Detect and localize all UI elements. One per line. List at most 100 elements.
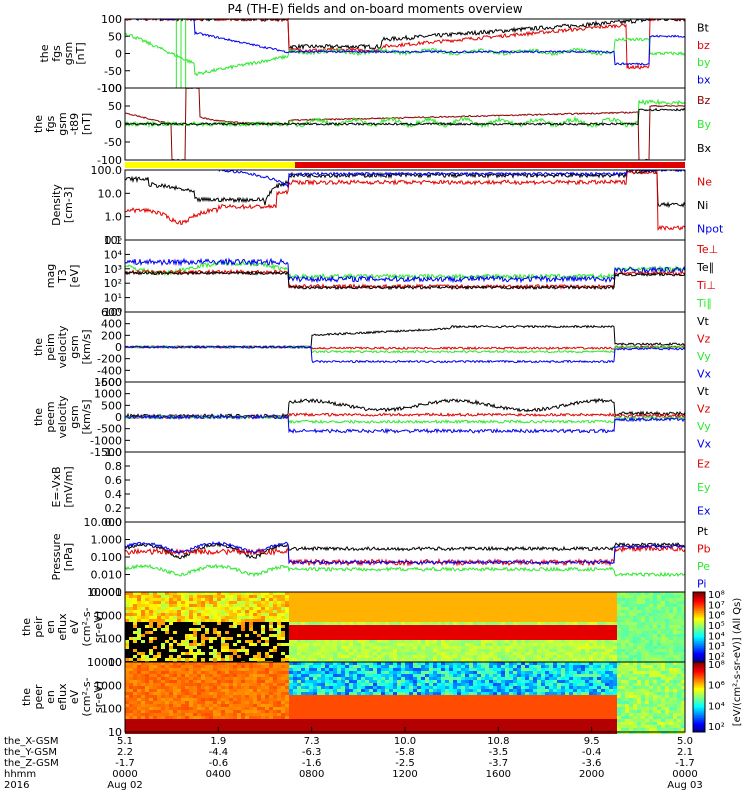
spectrogram-cell xyxy=(461,652,465,655)
spectrogram-cell xyxy=(273,716,277,719)
spectrogram-cell xyxy=(205,677,209,680)
spectrogram-cell xyxy=(445,625,449,628)
spectrogram-cell xyxy=(549,613,553,616)
spectrogram-cell xyxy=(341,628,345,631)
spectrogram-cell xyxy=(321,707,325,710)
spectrogram-cell xyxy=(185,622,189,625)
spectrogram-cell xyxy=(249,643,253,646)
spectrogram-cell xyxy=(413,631,417,634)
spectrogram-cell xyxy=(213,652,217,655)
y-tick-label: -600 xyxy=(97,376,122,389)
spectrogram-cell xyxy=(277,643,281,646)
spectrogram-cell xyxy=(229,662,233,665)
spectrogram-cell xyxy=(349,619,353,622)
spectrogram-cell xyxy=(673,631,677,634)
spectrogram-cell xyxy=(621,640,625,643)
spectrogram-cell xyxy=(189,671,193,674)
spectrogram-cell xyxy=(661,655,665,658)
spectrogram-cell xyxy=(161,728,165,731)
spectrogram-cell xyxy=(609,652,613,655)
spectrogram-cell xyxy=(205,634,209,637)
spectrogram-cell xyxy=(437,613,441,616)
spectrogram-cell xyxy=(145,725,149,728)
spectrogram-cell xyxy=(241,613,245,616)
spectrogram-cell xyxy=(677,652,681,655)
spectrogram-cell xyxy=(293,598,297,601)
spectrogram-cell xyxy=(353,695,357,698)
spectrogram-cell xyxy=(201,716,205,719)
spectrogram-cell xyxy=(521,619,525,622)
spectrogram-cell xyxy=(285,683,289,686)
spectrogram-cell xyxy=(145,698,149,701)
spectrogram-cell xyxy=(253,622,257,625)
spectrogram-cell xyxy=(601,598,605,601)
spectrogram-cell xyxy=(417,658,421,661)
spectrogram-cell xyxy=(209,622,213,625)
spectrogram-cell xyxy=(669,610,673,613)
spectrogram-cell xyxy=(433,625,437,628)
spectrogram-cell xyxy=(129,634,133,637)
spectrogram-cell xyxy=(357,649,361,652)
spectrogram-cell xyxy=(317,665,321,668)
spectrogram-cell xyxy=(661,595,665,598)
spectrogram-cell xyxy=(173,625,177,628)
spectrogram-cell xyxy=(333,616,337,619)
spectrogram-cell xyxy=(225,689,229,692)
spectrogram-cell xyxy=(345,601,349,604)
spectrogram-cell xyxy=(309,655,313,658)
spectrogram-cell xyxy=(177,625,181,628)
spectrogram-cell xyxy=(237,725,241,728)
spectrogram-cell xyxy=(521,631,525,634)
pi-line xyxy=(124,541,686,565)
spectrogram-cell xyxy=(181,592,185,595)
spectrogram-cell xyxy=(209,643,213,646)
spectrogram-cell xyxy=(317,671,321,674)
spectrogram-cell xyxy=(333,631,337,634)
spectrogram-cell xyxy=(145,683,149,686)
spectrogram-cell xyxy=(233,613,237,616)
spectrogram-cell xyxy=(341,610,345,613)
spectrogram-cell xyxy=(197,719,201,722)
spectrogram-cell xyxy=(217,616,221,619)
spectrogram-cell xyxy=(229,625,233,628)
spectrogram-cell xyxy=(249,728,253,731)
spectrogram-cell xyxy=(361,640,365,643)
spectrogram-cell xyxy=(561,643,565,646)
spectrogram-cell xyxy=(193,725,197,728)
spectrogram-cell xyxy=(613,643,617,646)
spectrogram-cell xyxy=(545,631,549,634)
spectrogram-cell xyxy=(553,634,557,637)
spectrogram-cell xyxy=(197,704,201,707)
spectrogram-cell xyxy=(241,640,245,643)
spectrogram-cell xyxy=(529,601,533,604)
spectrogram-cell xyxy=(337,683,341,686)
spectrogram-cell xyxy=(189,698,193,701)
spectrogram-cell xyxy=(261,689,265,692)
spectrogram-cell xyxy=(425,658,429,661)
spectrogram-cell xyxy=(161,598,165,601)
spectrogram-cell xyxy=(261,695,265,698)
spectrogram-cell xyxy=(165,631,169,634)
spectrogram-cell xyxy=(197,692,201,695)
spectrogram-cell xyxy=(669,598,673,601)
spectrogram-cell xyxy=(313,613,317,616)
spectrogram-cell xyxy=(141,652,145,655)
spectrogram-cell xyxy=(209,707,213,710)
spectrogram-cell xyxy=(333,707,337,710)
spectrogram-cell xyxy=(181,695,185,698)
spectrogram-cell xyxy=(341,640,345,643)
spectrogram-cell xyxy=(265,601,269,604)
spectrogram-cell xyxy=(361,649,365,652)
spectrogram-cell xyxy=(133,713,137,716)
spectrogram-cell xyxy=(477,616,481,619)
spectrogram-cell xyxy=(337,680,341,683)
spectrogram-cell xyxy=(353,595,357,598)
spectrogram-cell xyxy=(569,637,573,640)
spectrogram-cell xyxy=(337,592,341,595)
spectrogram-cell xyxy=(293,665,297,668)
spectrogram-cell xyxy=(413,592,417,595)
spectrogram-cell xyxy=(401,622,405,625)
spectrogram-cell xyxy=(201,722,205,725)
spectrogram-cell xyxy=(417,616,421,619)
spectrogram-cell xyxy=(257,683,261,686)
